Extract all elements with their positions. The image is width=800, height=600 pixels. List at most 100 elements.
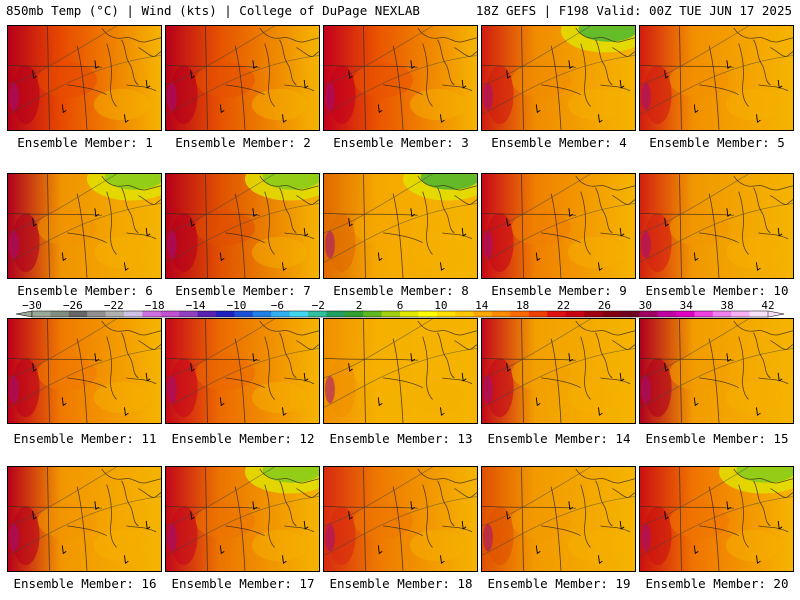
ensemble-member-label: Ensemble Member: 8 — [333, 283, 469, 298]
temperature-field-map — [8, 26, 161, 130]
ensemble-member-label: Ensemble Member: 4 — [491, 135, 627, 150]
colorbar-segment — [749, 311, 769, 317]
temperature-colorbar: −30 −26 −22 −18 −14 −10 −6 −2 2 6 10 14 18 22 26 30 34 38… — [15, 300, 785, 318]
colorbar-segment — [547, 311, 567, 317]
colorbar-segment — [179, 311, 199, 317]
colorbar-segment — [565, 311, 585, 317]
ensemble-map-panel — [481, 173, 636, 279]
temperature-field-map — [324, 26, 477, 130]
temperature-field-map — [640, 319, 793, 423]
ensemble-member-label: Ensemble Member: 19 — [487, 576, 631, 591]
colorbar-segment — [308, 311, 327, 317]
temperature-field-map — [482, 174, 635, 278]
ensemble-map-panel — [481, 25, 636, 131]
ensemble-map-panel — [7, 25, 162, 131]
colorbar-segment — [363, 311, 383, 317]
colorbar-segment — [252, 311, 272, 317]
colorbar-segment — [528, 311, 548, 317]
colorbar-tick-label: −18 — [145, 300, 165, 312]
ensemble-member-label: Ensemble Member: 10 — [645, 283, 789, 298]
colorbar-segment — [124, 311, 143, 317]
header-valid-time: 18Z GEFS | F198 Valid: 00Z TUE JUN 17 20… — [475, 3, 792, 18]
ensemble-map-panel — [639, 25, 794, 131]
colorbar-tick-label: 18 — [516, 300, 529, 312]
colorbar-segment — [620, 311, 640, 317]
ensemble-map-panel — [323, 318, 478, 424]
ensemble-member-label: Ensemble Member: 6 — [17, 283, 153, 298]
ensemble-member-label: Ensemble Member: 5 — [649, 135, 785, 150]
ensemble-map-panel — [323, 466, 478, 572]
colorbar-segment — [400, 311, 419, 317]
temperature-field-map — [640, 26, 793, 130]
ensemble-map-panel — [165, 25, 320, 131]
ensemble-map-panel — [7, 466, 162, 572]
colorbar-segment — [105, 311, 125, 317]
colorbar-segment — [676, 311, 695, 317]
colorbar-segment — [731, 311, 751, 317]
temperature-field-map — [324, 467, 477, 571]
ensemble-map-panel — [165, 466, 320, 572]
colorbar-tick-label: −2 — [312, 300, 325, 312]
colorbar-segment — [326, 311, 346, 317]
colorbar-tick-label: −6 — [271, 300, 284, 312]
ensemble-map-panel — [323, 25, 478, 131]
ensemble-map-panel — [323, 173, 478, 279]
ensemble-member-label: Ensemble Member: 1 — [17, 135, 153, 150]
colorbar-segment — [68, 311, 88, 317]
colorbar-segment — [87, 311, 107, 317]
colorbar-segment — [639, 311, 659, 317]
colorbar-tick-label: 42 — [761, 300, 774, 312]
colorbar-segment — [197, 311, 217, 317]
temperature-field-map — [482, 319, 635, 423]
ensemble-map-panel — [7, 318, 162, 424]
ensemble-map-panel — [639, 466, 794, 572]
colorbar-tick-label: 2 — [356, 300, 363, 312]
colorbar-segment — [381, 311, 401, 317]
colorbar-segment — [436, 311, 456, 317]
ensemble-map-panel — [481, 318, 636, 424]
temperature-field-map — [166, 319, 319, 423]
colorbar-segment — [50, 311, 70, 317]
ensemble-member-label: Ensemble Member: 17 — [171, 576, 315, 591]
colorbar-segment — [418, 311, 438, 317]
ensemble-member-label: Ensemble Member: 12 — [171, 431, 315, 446]
ensemble-member-label: Ensemble Member: 3 — [333, 135, 469, 150]
ensemble-map-panel — [481, 466, 636, 572]
ensemble-member-label: Ensemble Member: 20 — [645, 576, 789, 591]
ensemble-member-label: Ensemble Member: 7 — [175, 283, 311, 298]
colorbar-tick-label: 22 — [557, 300, 570, 312]
colorbar-segment — [289, 311, 309, 317]
colorbar-segment — [510, 311, 530, 317]
colorbar-segment — [216, 311, 235, 317]
colorbar-segment — [657, 311, 677, 317]
temperature-field-map — [166, 26, 319, 130]
ensemble-member-label: Ensemble Member: 16 — [13, 576, 157, 591]
colorbar-segment — [473, 311, 493, 317]
ensemble-member-label: Ensemble Member: 11 — [13, 431, 157, 446]
colorbar-segment — [694, 311, 714, 317]
colorbar-tick-label: 30 — [639, 300, 652, 312]
colorbar-segment — [602, 311, 622, 317]
temperature-field-map — [324, 174, 477, 278]
colorbar-segment — [455, 311, 475, 317]
colorbar-tick-label: 38 — [720, 300, 733, 312]
colorbar-segment — [142, 311, 162, 317]
ensemble-map-panel — [7, 173, 162, 279]
colorbar-tick-label: 34 — [680, 300, 694, 312]
colorbar-tick-label: 6 — [397, 300, 404, 312]
temperature-field-map — [166, 467, 319, 571]
colorbar-tick-label: −10 — [227, 300, 247, 312]
temperature-field-map — [8, 319, 161, 423]
colorbar-segment — [344, 311, 364, 317]
colorbar-segment — [271, 311, 291, 317]
colorbar-tick-label: −30 — [22, 300, 42, 312]
ensemble-member-label: Ensemble Member: 15 — [645, 431, 789, 446]
temperature-field-map — [640, 174, 793, 278]
ensemble-member-label: Ensemble Member: 13 — [329, 431, 473, 446]
colorbar-tick-label: 10 — [434, 300, 447, 312]
temperature-field-map — [482, 467, 635, 571]
ensemble-map-panel — [165, 173, 320, 279]
colorbar-tick-label: 26 — [598, 300, 611, 312]
ensemble-member-label: Ensemble Member: 14 — [487, 431, 631, 446]
temperature-field-map — [166, 174, 319, 278]
